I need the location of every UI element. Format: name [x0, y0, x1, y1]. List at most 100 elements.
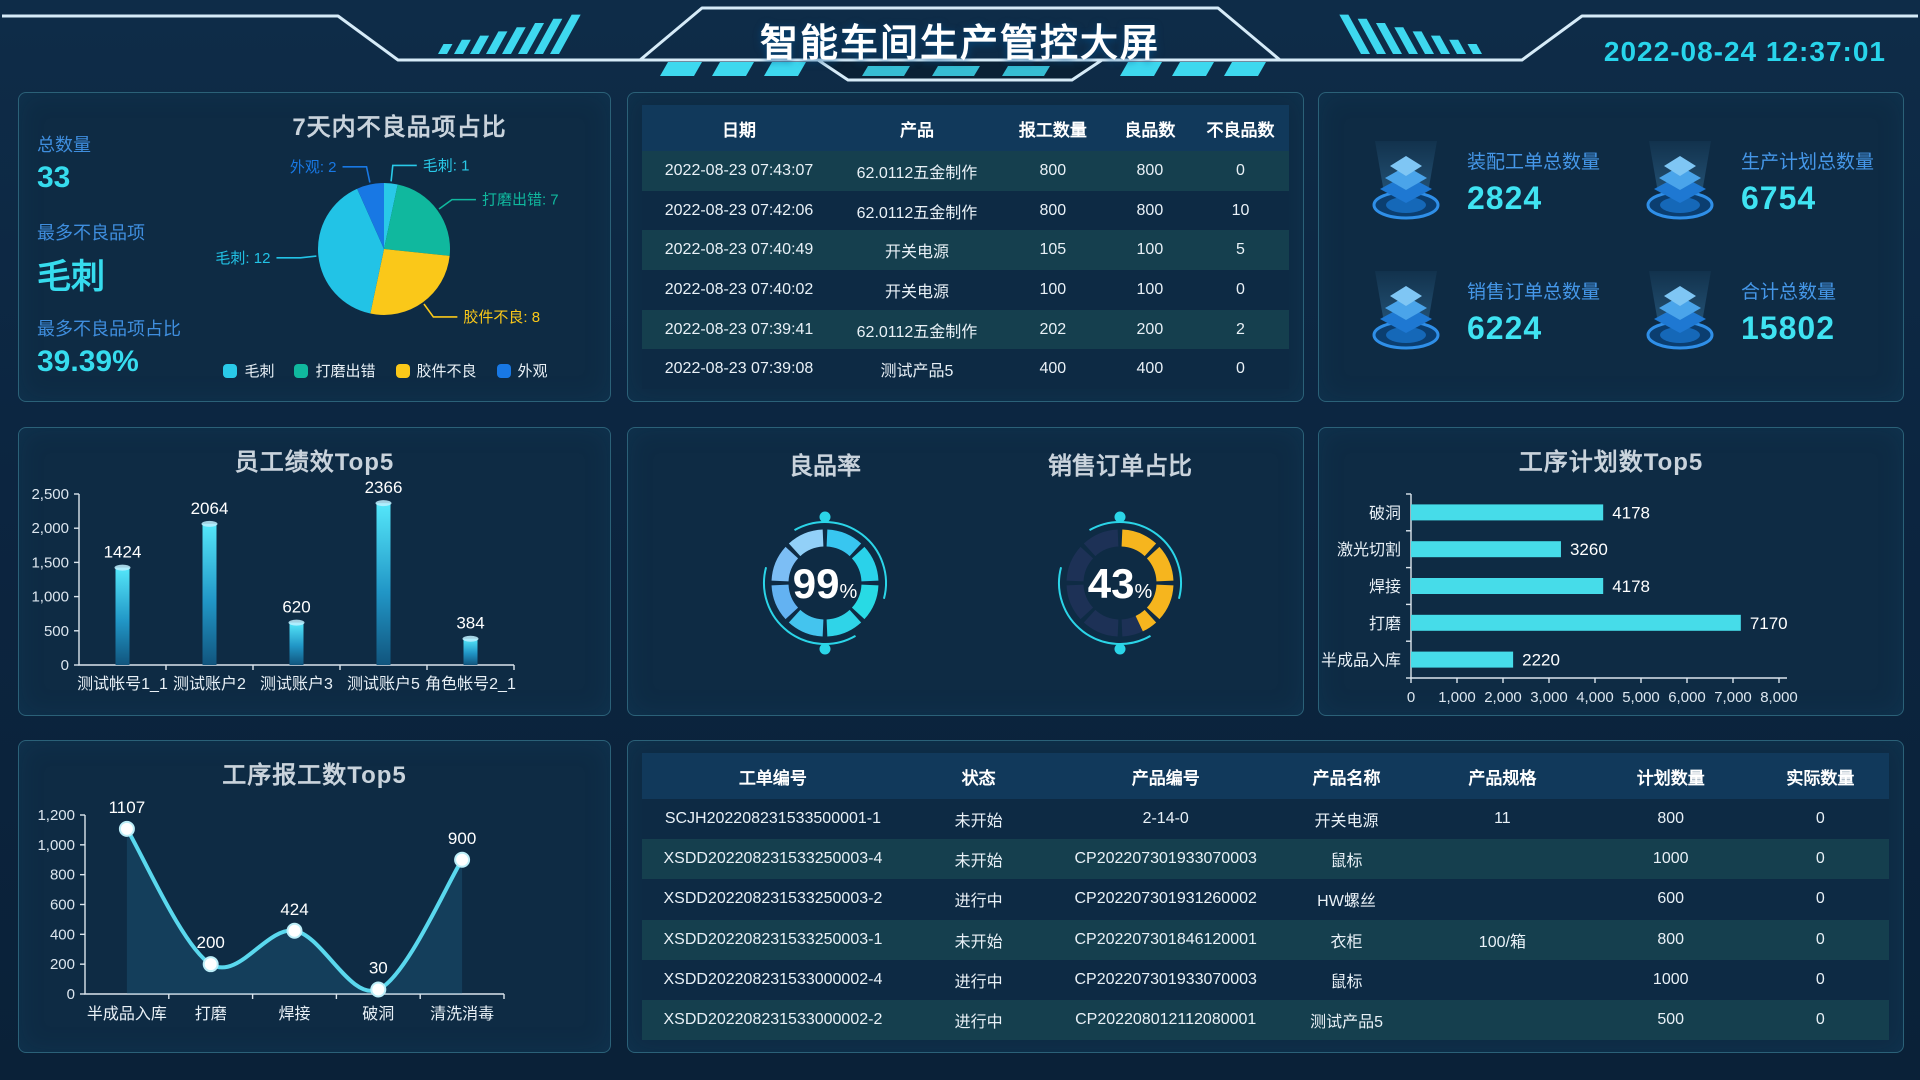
svg-text:2,000: 2,000: [1484, 689, 1522, 706]
stat-label: 最多不良品项占比: [37, 319, 181, 339]
defect-pie-chart: 毛刺: 1 打磨出错: 7 胶件不良: 8 毛刺: 12 外观: 2: [215, 157, 558, 325]
stat-card: 合计总数量 15802: [1611, 247, 1885, 377]
table-cell: 100: [1136, 241, 1164, 259]
legend-item[interactable]: 打磨出错: [294, 360, 376, 381]
bar-category-label: 测试账户2: [173, 675, 246, 693]
table-cell: 0: [1236, 360, 1245, 378]
layers-icon: [1646, 141, 1714, 220]
table-row: XSDD202208231533250003-1 未开始 CP20220730184…: [642, 919, 1889, 960]
legend-label: 外观: [517, 363, 548, 380]
layers-icon: [1646, 271, 1714, 350]
bar-value-label: 1424: [104, 543, 142, 562]
table-cell: 测试产品5: [1310, 1013, 1383, 1031]
top-defect-ratio-stat: 最多不良品项占比 39.39%: [37, 315, 181, 379]
column-header: 报工数量: [1018, 120, 1087, 140]
svg-text:0: 0: [67, 986, 75, 1003]
table-cell: 62.0112五金制作: [856, 204, 978, 222]
table-row: XSDD202208231533250003-2 进行中 CP20220730193…: [642, 879, 1889, 920]
svg-text:1,000: 1,000: [31, 589, 69, 606]
svg-text:8,000: 8,000: [1760, 689, 1798, 706]
column-header: 日期: [722, 120, 757, 140]
hbar: [1411, 614, 1741, 631]
table-cell: 进行中: [954, 973, 1003, 991]
table-row: 2022-08-23 07:39:41 62.0112五金制作 202 200 2: [642, 309, 1289, 350]
order-table-panel: 工单编号 状态 产品编号 产品名称 产品规格 计划数量 实际数量 SCJH2022082315…: [627, 740, 1904, 1053]
table-row: XSDD202208231533250003-4 未开始 CP20220730193…: [642, 839, 1889, 880]
bar: [202, 523, 217, 665]
hbar-value-label: 4178: [1612, 577, 1650, 596]
table-cell: CP202207301933070003: [1074, 850, 1257, 868]
bar: [115, 567, 130, 665]
table-row: 2022-08-23 07:42:06 62.0112五金制作 800 800 10: [642, 190, 1289, 231]
table-cell: 400: [1136, 360, 1164, 378]
table-cell: 衣柜: [1330, 933, 1363, 951]
column-header: 状态: [961, 768, 996, 788]
plan-panel: 工序计划数Top5 0 1,000 2,000 3,000 4,000 5,000 6,00…: [1318, 427, 1904, 716]
header-decoration: [2, 6, 1918, 82]
hbar-value-label: 3260: [1570, 540, 1608, 559]
line-category-label: 清洗消毒: [430, 1005, 494, 1023]
table-cell: 800: [1039, 201, 1067, 219]
sales-gauge-title: 销售订单占比: [1048, 453, 1192, 480]
table-cell: 2-14-0: [1142, 810, 1189, 828]
table-cell: 开关电源: [884, 244, 949, 262]
hbar-value-label: 7170: [1750, 614, 1788, 633]
gauge-value: 43%: [1088, 560, 1153, 607]
performance-chart-title: 员工绩效Top5: [234, 449, 395, 476]
table-cell: 未开始: [954, 853, 1003, 871]
line-value-label: 900: [448, 829, 476, 848]
stat-card-label: 合计总数量: [1741, 282, 1837, 303]
line-value-label: 1107: [109, 798, 146, 817]
layers-icon: [1372, 141, 1440, 220]
defect-chart-title: 7天内不良品项占比: [292, 114, 507, 141]
table-cell: 800: [1136, 161, 1164, 179]
table-cell: 800: [1657, 810, 1685, 828]
table-cell: 1000: [1652, 970, 1689, 988]
pie-slice: [384, 183, 398, 249]
legend-item[interactable]: 胶件不良: [395, 360, 477, 381]
table-cell: 5: [1236, 241, 1245, 259]
legend-swatch: [294, 363, 309, 378]
line-category-label: 焊接: [278, 1005, 310, 1023]
performance-bar-chart: 0 500 1,000 1,500 2,000 2,500 1424 测试帐号1_1 2064 测…: [31, 478, 515, 693]
svg-text:2,500: 2,500: [31, 486, 69, 503]
table-cell: CP202207301931260002: [1074, 890, 1257, 908]
line-point: [454, 851, 471, 868]
svg-text:1,000: 1,000: [37, 837, 75, 854]
table-cell: 2022-08-23 07:39:08: [664, 360, 814, 378]
legend-item[interactable]: 外观: [496, 360, 548, 381]
table-cell: 未开始: [954, 813, 1003, 831]
table-cell: 开关电源: [1314, 813, 1379, 831]
yield-gauge-title: 良品率: [789, 453, 861, 480]
table-cell: 开关电源: [884, 283, 949, 301]
table-cell: XSDD202208231533250003-2: [663, 890, 883, 908]
line-category-label: 破洞: [362, 1005, 394, 1023]
table-cell: 鼠标: [1330, 853, 1363, 871]
legend-item[interactable]: 毛刺: [223, 360, 274, 381]
table-cell: CP202208012112080001: [1075, 1010, 1257, 1028]
stat-label: 最多不良品项: [37, 223, 145, 243]
bar-category-label: 测试账户5: [347, 675, 420, 693]
table-cell: 105: [1039, 241, 1067, 259]
bar: [289, 622, 304, 665]
hbar-category-label: 破洞: [1369, 504, 1401, 522]
svg-text:0: 0: [1407, 689, 1415, 706]
table-cell: 0: [1815, 930, 1825, 948]
table-cell: CP202207301846120001: [1074, 930, 1257, 948]
hbar-category-label: 焊接: [1369, 578, 1401, 596]
svg-text:600: 600: [50, 897, 75, 914]
table-cell: XSDD202208231533000002-2: [663, 1010, 883, 1028]
svg-text:6,000: 6,000: [1668, 689, 1706, 706]
table-cell: 62.0112五金制作: [856, 323, 978, 341]
stat-card-value: 6754: [1741, 180, 1817, 216]
table-cell: 100: [1039, 280, 1067, 298]
stat-card-value: 6224: [1467, 310, 1543, 346]
table-cell: 测试产品5: [880, 363, 954, 381]
performance-panel: 员工绩效Top5 0 500 1,000 1,500 2,000 2,500 1424 测试帐…: [18, 427, 611, 716]
table-cell: 10: [1231, 201, 1250, 219]
line-value-label: 30: [369, 959, 388, 978]
svg-text:800: 800: [50, 867, 75, 884]
svg-text:7,000: 7,000: [1714, 689, 1752, 706]
page-title: 智能车间生产管控大屏: [759, 23, 1160, 65]
line-point: [370, 981, 387, 998]
